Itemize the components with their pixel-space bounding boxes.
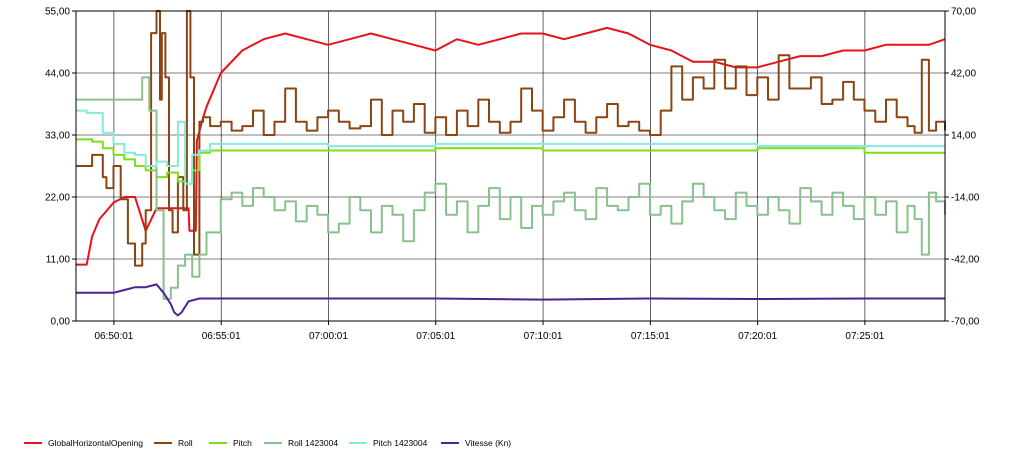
- legend: GlobalHorizontalOpening Roll Pitch Roll 142…: [24, 438, 511, 448]
- right-tick-label: -70,00: [951, 317, 980, 328]
- left-tick-label: 44,00: [45, 69, 70, 80]
- right-tick-label: -42,00: [951, 255, 980, 266]
- series-line-pitch-1423004: [76, 109, 945, 185]
- series-line-globalhorizontalopening: [76, 26, 946, 266]
- legend-label: Roll 1423004: [288, 438, 338, 448]
- x-tick-label: 07:15:01: [631, 331, 670, 342]
- x-tick-label: 07:20:01: [738, 331, 777, 342]
- series-line-roll: [76, 10, 946, 267]
- axes: 0,00 11,00 22,00 33,00 44,00 55,00 -70,00 -42,0…: [45, 7, 980, 343]
- series-line-vitesse-kn: [76, 283, 945, 317]
- right-tick-label: 70,00: [951, 7, 976, 18]
- x-tick-label: 06:50:01: [94, 331, 133, 342]
- right-tick-label: 42,00: [951, 69, 976, 80]
- left-tick-label: 33,00: [45, 131, 70, 142]
- legend-label: Vitesse (Kn): [465, 438, 511, 448]
- legend-label: Roll: [178, 438, 193, 448]
- x-tick-label: 07:05:01: [416, 331, 455, 342]
- right-tick-label: 14,00: [951, 131, 976, 142]
- legend-label: GlobalHorizontalOpening: [48, 438, 143, 448]
- x-tick-label: 07:00:01: [309, 331, 348, 342]
- series-layer: [76, 10, 946, 317]
- x-tick-label: 07:25:01: [845, 331, 884, 342]
- plot-frame: [75, 10, 946, 322]
- x-tick-label: 06:55:01: [202, 331, 241, 342]
- legend-label: Pitch 1423004: [373, 438, 428, 448]
- left-tick-label: 11,00: [46, 255, 71, 266]
- series-line-roll-1423004: [76, 76, 946, 300]
- legend-label: Pitch: [233, 438, 252, 448]
- right-tick-label: -14,00: [951, 193, 980, 204]
- left-tick-label: 55,00: [45, 7, 70, 18]
- x-tick-label: 07:10:01: [524, 331, 563, 342]
- left-tick-label: 0,00: [51, 317, 71, 328]
- left-tick-label: 22,00: [45, 193, 70, 204]
